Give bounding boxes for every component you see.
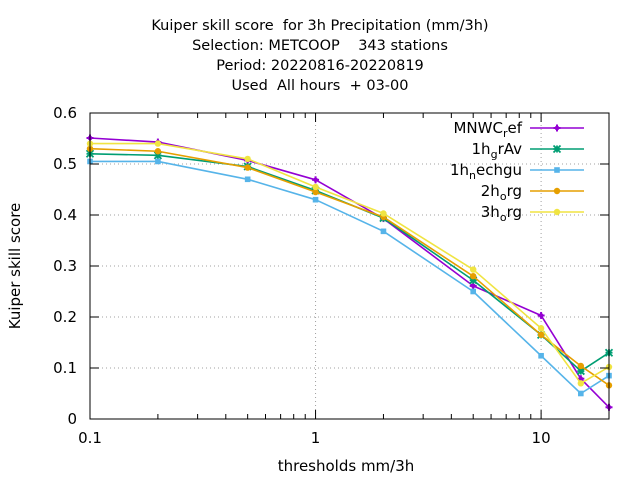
data-point-2h-org bbox=[154, 148, 162, 155]
series-line-2h-org bbox=[89, 147, 610, 386]
data-point-1h-nechgu bbox=[244, 176, 251, 183]
y-tick-label: 0.1 bbox=[53, 359, 77, 377]
legend-marker-mnwc-ref bbox=[553, 124, 561, 132]
x-tick-label: 0.1 bbox=[78, 429, 102, 447]
y-tick-label: 0 bbox=[67, 410, 77, 428]
data-point-2h-org bbox=[537, 331, 545, 339]
legend-label-mnwc-ref: MNWCref bbox=[453, 119, 522, 140]
y-tick-label: 0.5 bbox=[53, 155, 77, 173]
legend-marker-3h-org bbox=[553, 208, 561, 216]
chart-title-line-1: Kuiper skill score for 3h Precipitation … bbox=[151, 18, 489, 34]
data-point-2h-org bbox=[577, 362, 585, 370]
data-point-2h-org bbox=[312, 188, 319, 196]
legend-label-1h-nechgu: 1hnechgu bbox=[450, 161, 522, 182]
legend-marker-2h-org bbox=[553, 187, 561, 195]
legend-marker-1h-nechgu bbox=[554, 167, 560, 173]
y-tick-label: 0.6 bbox=[53, 104, 77, 122]
x-tick-label: 10 bbox=[532, 429, 551, 447]
data-point-3h-org bbox=[312, 183, 319, 191]
y-tick-label: 0.4 bbox=[53, 206, 77, 224]
data-point-1h-nechgu bbox=[155, 158, 161, 165]
data-point-3h-org bbox=[577, 380, 585, 387]
y-tick-label: 0.3 bbox=[53, 257, 77, 275]
plot-frame bbox=[89, 112, 610, 420]
data-point-1h-nechgu bbox=[578, 390, 584, 397]
y-tick-label: 0.2 bbox=[53, 308, 77, 326]
grid-lines bbox=[90, 113, 609, 419]
series-line-mnwc-ref bbox=[89, 137, 610, 408]
data-point-1h-nechgu bbox=[538, 352, 544, 359]
data-point-2h-org bbox=[470, 273, 477, 280]
data-point-3h-org bbox=[244, 155, 251, 163]
legend-label-2h-org: 2horg bbox=[481, 182, 522, 203]
data-point-3h-org bbox=[537, 325, 545, 332]
data-point-3h-org bbox=[380, 210, 387, 217]
data-point-3h-org bbox=[470, 266, 477, 273]
data-point-mnwc-ref bbox=[537, 311, 545, 319]
data-point-1h-nechgu bbox=[380, 228, 387, 235]
x-axis-label: thresholds mm/3h bbox=[278, 457, 415, 475]
legend-label-3h-org: 3horg bbox=[481, 203, 522, 224]
data-point-1h-nechgu bbox=[470, 288, 477, 295]
series-line-1h-nechgu bbox=[90, 160, 610, 395]
plot-border bbox=[89, 112, 610, 420]
chart-title-line-2: Selection: METCOOP 343 stations bbox=[192, 38, 448, 54]
chart-title-line-4: Used All hours + 03-00 bbox=[231, 78, 409, 94]
data-point-1h-nechgu bbox=[312, 196, 319, 203]
data-point-3h-org bbox=[154, 140, 162, 147]
data-point-mnwc-ref bbox=[312, 176, 320, 184]
data-point-mnwc-ref bbox=[469, 282, 477, 290]
chart-title-line-3: Period: 20220816-20220819 bbox=[216, 58, 424, 74]
data-point-2h-org bbox=[244, 164, 251, 171]
x-tick-label: 1 bbox=[311, 429, 321, 447]
legend-label-1h-grav: 1hgrAv bbox=[472, 140, 523, 161]
legend-marker-1h-grav bbox=[552, 144, 562, 154]
series-layer bbox=[85, 134, 614, 411]
y-axis-label: Kuiper skill score bbox=[6, 203, 24, 330]
series-line-1h-grav bbox=[89, 153, 610, 372]
